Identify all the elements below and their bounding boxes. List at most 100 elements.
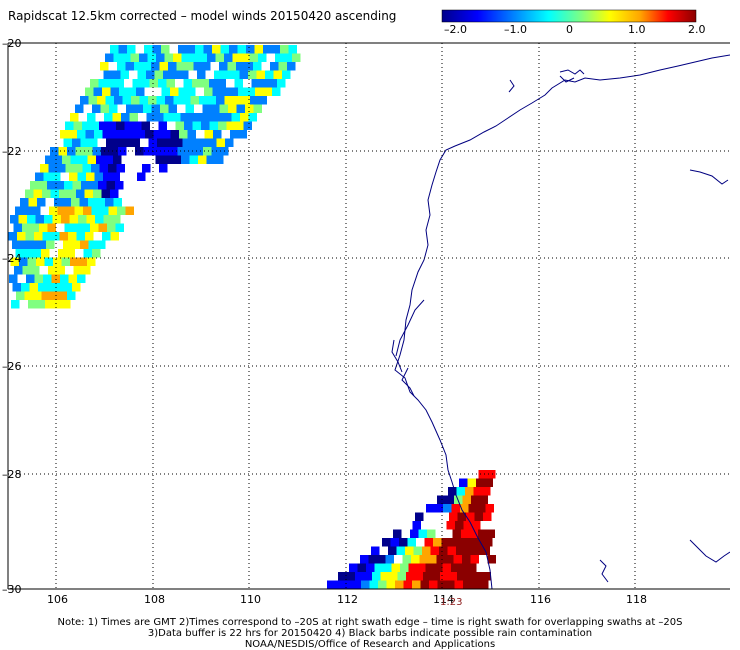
- swath-cell: [160, 104, 169, 113]
- swath-cell: [63, 138, 72, 147]
- swath-cell: [222, 70, 231, 79]
- swath-cell: [102, 87, 111, 96]
- swath-cell: [76, 232, 85, 241]
- swath-cell: [73, 121, 82, 130]
- swath-cell: [83, 206, 92, 215]
- swath-cell: [476, 478, 485, 487]
- swath-cell: [163, 70, 172, 79]
- swath-cell: [420, 580, 429, 589]
- swath-cell: [95, 215, 104, 224]
- swath-cell: [134, 62, 143, 71]
- lon-label: 114: [433, 593, 454, 606]
- swath-cell: [207, 96, 216, 105]
- swath-cell: [159, 62, 168, 71]
- swath-cell: [459, 563, 468, 572]
- swath-cell: [105, 198, 114, 207]
- swath-cell: [44, 257, 53, 266]
- swath-cell: [21, 283, 30, 292]
- footnote-line-2: 3)Data buffer is 22 hrs for 20150420 4) …: [148, 628, 592, 639]
- swath-cell: [75, 147, 84, 156]
- swath-cell: [148, 138, 157, 147]
- swath-cell: [161, 45, 170, 54]
- swath-cell: [66, 206, 75, 215]
- swath-cell: [139, 53, 148, 62]
- swath-cell: [141, 79, 150, 88]
- swath-cell: [406, 572, 415, 581]
- swath-cell: [173, 53, 182, 62]
- swath-cell: [62, 198, 71, 207]
- swath-cell: [152, 45, 161, 54]
- swath-cell: [99, 164, 108, 173]
- swath-cell: [449, 512, 458, 521]
- swath-cell: [174, 138, 183, 147]
- swath-cell: [451, 504, 460, 513]
- swath-cell: [195, 45, 204, 54]
- swath-cell: [51, 274, 60, 283]
- lat-label: –28: [2, 468, 22, 481]
- swath-cell: [457, 572, 466, 581]
- swath-cell: [186, 147, 195, 156]
- swath-cell: [471, 580, 480, 589]
- swath-cell: [198, 53, 207, 62]
- swath-cell: [371, 546, 380, 555]
- swath-cell: [25, 189, 34, 198]
- swath-cell: [79, 198, 88, 207]
- swath-cell: [113, 198, 122, 207]
- swath-cell: [101, 189, 110, 198]
- swath-cell: [168, 62, 177, 71]
- swath-cell: [377, 555, 386, 564]
- swath-cell: [43, 274, 52, 283]
- swath-cell: [46, 240, 55, 249]
- swath-cell: [45, 300, 54, 309]
- swath-cell: [43, 172, 52, 181]
- swath-cell: [190, 96, 199, 105]
- swath-cell: [30, 223, 39, 232]
- swath-cell: [136, 130, 145, 139]
- swath-cell: [87, 257, 96, 266]
- swath-cell: [142, 62, 151, 71]
- swath-cell: [48, 164, 57, 173]
- swath-cell: [115, 223, 124, 232]
- swath-cell: [70, 155, 79, 164]
- swath-cell: [254, 45, 263, 54]
- swath-cell: [185, 62, 194, 71]
- swath-cell: [106, 138, 115, 147]
- swath-cell: [437, 580, 446, 589]
- swath-cell: [58, 249, 67, 258]
- swath-cell: [227, 62, 236, 71]
- swath-cell: [110, 189, 119, 198]
- swath-cell: [77, 274, 86, 283]
- swath-cell: [452, 529, 461, 538]
- swath-cell: [462, 555, 471, 564]
- lat-label: –20: [2, 37, 22, 50]
- swath-cell: [380, 572, 389, 581]
- swath-cell: [226, 121, 235, 130]
- swath-cell: [29, 283, 38, 292]
- swath-cell: [200, 79, 209, 88]
- swath-cell: [27, 215, 36, 224]
- swath-cell: [170, 87, 179, 96]
- swath-cell: [246, 87, 255, 96]
- swath-cell: [139, 96, 148, 105]
- lat-label: –24: [2, 252, 22, 265]
- swath-cell: [258, 53, 267, 62]
- swath-cell: [76, 189, 85, 198]
- swath-cell: [292, 53, 301, 62]
- x-axis-labels: 106 108 110 112 114 116 118: [47, 593, 647, 606]
- swath-cell: [100, 104, 109, 113]
- swath-cell: [16, 291, 25, 300]
- swath-cell: [439, 546, 448, 555]
- swath-cell: [211, 147, 220, 156]
- swath-cell: [55, 283, 64, 292]
- swath-cell: [250, 96, 259, 105]
- swath-cell: [483, 512, 492, 521]
- swath-cell: [85, 87, 94, 96]
- swath-cell: [159, 164, 168, 173]
- swath-cell: [288, 45, 297, 54]
- swath-cell: [158, 79, 167, 88]
- swath-cell: [182, 96, 191, 105]
- swath-cell: [218, 121, 227, 130]
- swath-cell: [68, 274, 77, 283]
- swath-cell: [96, 198, 105, 207]
- swath-cell: [93, 189, 102, 198]
